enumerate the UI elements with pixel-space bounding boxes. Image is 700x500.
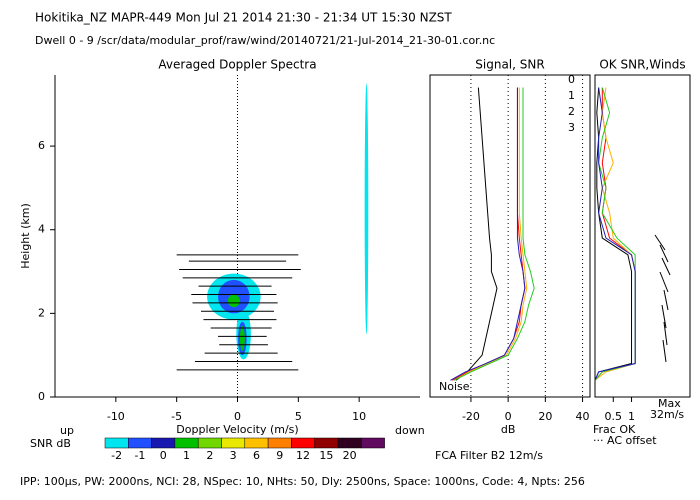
colorbar-label: SNR dB (30, 437, 71, 450)
colorbar-tick-label: 3 (230, 449, 237, 462)
y-tick-label: 6 (38, 139, 45, 152)
y-tick-label: 2 (38, 306, 45, 319)
colorbar-swatch (244, 437, 269, 449)
colorbar-swatch (337, 437, 362, 449)
y-axis-label: Height (km) (19, 203, 32, 269)
colorbar-tick-label: 1 (183, 449, 190, 462)
x-tick-label: -5 (171, 410, 182, 423)
profile-line (450, 87, 526, 381)
colorbar-swatch (221, 437, 246, 449)
colorbar-swatch (314, 437, 339, 449)
y-tick-label: 0 (38, 390, 45, 403)
contour (364, 83, 369, 335)
colorbar-tick-label: 6 (253, 449, 260, 462)
barb (661, 257, 671, 276)
legend-entry: 1 (568, 89, 575, 102)
colorbar-swatch (104, 437, 129, 449)
legend-entry: 0 (568, 73, 575, 86)
colorbar-tick-label: 2 (206, 449, 213, 462)
x-tick-label: 20 (538, 410, 552, 423)
ac-offset-label: ··· AC offset (593, 434, 657, 447)
contour (239, 325, 245, 352)
profile-line (453, 87, 528, 381)
legend-entry: 2 (568, 105, 575, 118)
colorbar-swatch (128, 437, 152, 449)
x-tick-label: 1 (628, 410, 635, 423)
max-label: Max (658, 397, 681, 410)
colorbar-swatch (361, 437, 385, 449)
profile-line (455, 87, 498, 381)
header-line1: Hokitika_NZ MAPR-449 Mon Jul 21 2014 21:… (35, 11, 452, 25)
down-label: down (395, 424, 425, 437)
filter-label: FCA Filter B2 12m/s (435, 449, 543, 462)
x-tick-label: -10 (107, 410, 125, 423)
colorbar-swatch (174, 437, 199, 449)
x-axis-label: Doppler Velocity (m/s) (176, 423, 298, 436)
wind-barbs (654, 234, 671, 363)
panel-frame (429, 74, 591, 398)
panel-frame (594, 74, 691, 398)
panel-title: OK SNR,Winds (599, 58, 685, 72)
colorbar-tick-label: 9 (276, 449, 283, 462)
colorbar-tick-label: 20 (343, 449, 357, 462)
barb (659, 271, 669, 293)
x-tick-label: 10 (352, 410, 366, 423)
colorbar-swatch (267, 437, 292, 449)
x-tick-label: -20 (462, 410, 480, 423)
panel-title: Signal, SNR (475, 58, 544, 72)
colorbar-tick-label: -1 (134, 449, 145, 462)
x-tick-label: 40 (576, 410, 590, 423)
legend-entry: 3 (568, 121, 575, 134)
max-speed-label: 32m/s (650, 408, 684, 421)
barb (654, 234, 666, 251)
colorbar-tick-label: 15 (319, 449, 333, 462)
profile-line (594, 87, 636, 381)
barb (659, 244, 669, 263)
footer: IPP: 100μs, PW: 2000ns, NCI: 28, NSpec: … (20, 475, 585, 488)
frac-ok-label: Frac OK (593, 423, 636, 436)
contour (227, 294, 240, 308)
x-tick-label: 0 (505, 410, 512, 423)
colorbar-tick-label: 0 (160, 449, 167, 462)
barb (663, 321, 668, 346)
x-tick-label: 5 (295, 410, 302, 423)
panel-title: Averaged Doppler Spectra (158, 58, 316, 72)
profile-line (453, 87, 535, 381)
profile-line (594, 87, 633, 381)
colorbar-swatch (197, 437, 222, 449)
colorbar-swatch (151, 437, 176, 449)
x-axis-label: dB (501, 423, 516, 436)
y-tick-label: 4 (38, 223, 45, 236)
colorbar-tick-label: -2 (111, 449, 122, 462)
x-tick-label: 0.5 (605, 410, 623, 423)
header-line2: Dwell 0 - 9 /scr/data/modular_prof/raw/w… (35, 34, 495, 47)
barb (663, 289, 669, 311)
colorbar-tick-label: 12 (296, 449, 310, 462)
noise-label: Noise (439, 380, 470, 393)
up-label: up (60, 424, 74, 437)
barb (661, 304, 667, 329)
barb (662, 339, 667, 363)
x-tick-label: 0 (234, 410, 241, 423)
colorbar-swatch (291, 437, 315, 449)
